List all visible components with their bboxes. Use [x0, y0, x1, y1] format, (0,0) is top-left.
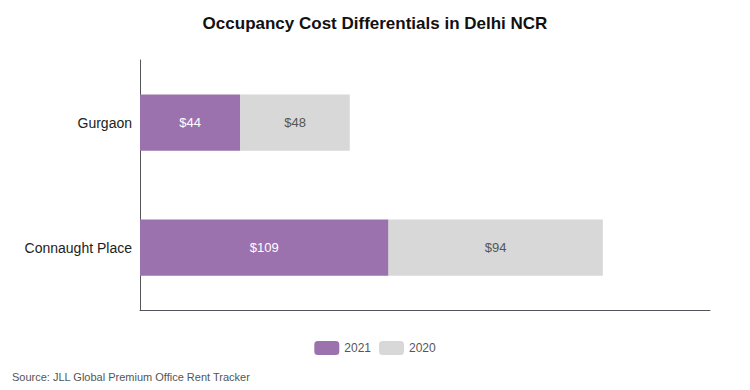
svg-text:$44: $44 — [179, 115, 201, 130]
svg-text:2020: 2020 — [409, 341, 436, 355]
svg-text:2021: 2021 — [344, 341, 371, 355]
svg-text:Gurgaon: Gurgaon — [78, 115, 132, 131]
svg-text:Source: JLL Global Premium Off: Source: JLL Global Premium Office Rent T… — [12, 371, 250, 383]
svg-text:Connaught Place: Connaught Place — [25, 240, 133, 256]
svg-text:Occupancy Cost Differentials i: Occupancy Cost Differentials in Delhi NC… — [203, 14, 548, 33]
svg-text:$109: $109 — [250, 240, 279, 255]
svg-text:$94: $94 — [485, 240, 507, 255]
svg-text:$48: $48 — [284, 115, 306, 130]
